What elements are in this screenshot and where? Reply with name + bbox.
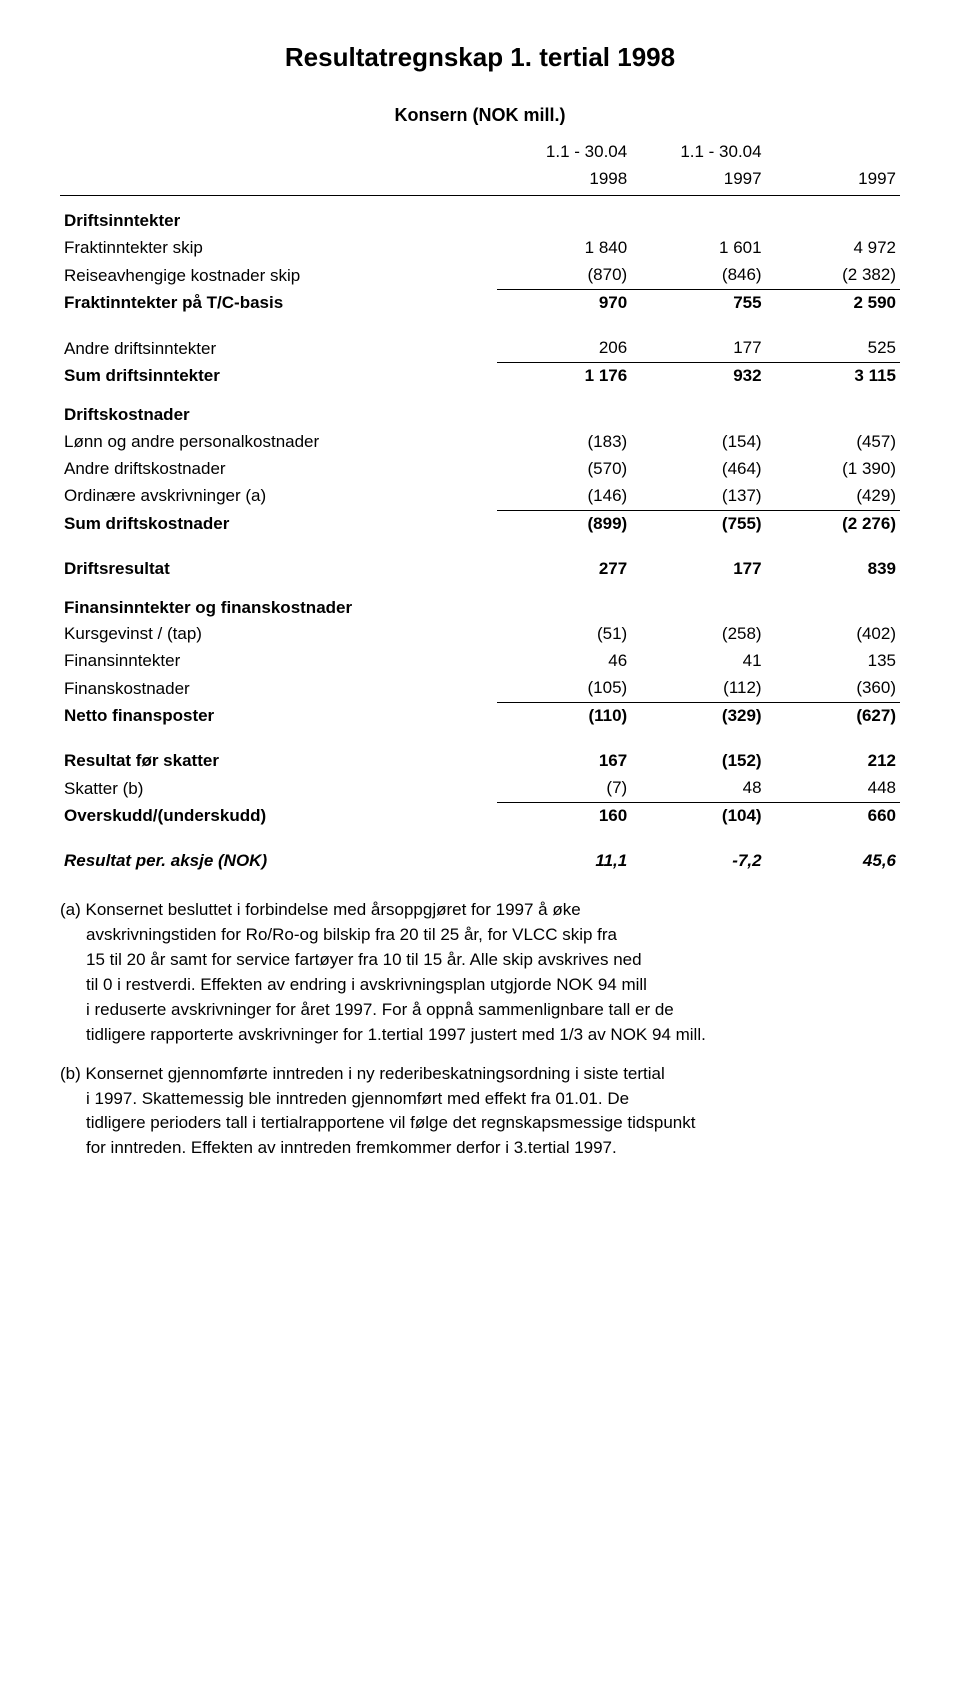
- note-line: tidligere rapporterte avskrivninger for …: [60, 1024, 900, 1047]
- row-lonn: Lønn og andre personalkostnader (183) (1…: [60, 429, 900, 456]
- footnote-b: (b) Konsernet gjennomførte inntreden i n…: [60, 1063, 900, 1161]
- row-andre-driftskostnader: Andre driftskostnader (570) (464) (1 390…: [60, 456, 900, 483]
- row-fraktinntekter-tc: Fraktinntekter på T/C-basis 970 755 2 59…: [60, 290, 900, 317]
- page-subtitle: Konsern (NOK mill.): [60, 103, 900, 127]
- period-col2: 1.1 - 30.04: [631, 135, 765, 166]
- note-line: til 0 i restverdi. Effekten av endring i…: [60, 974, 900, 997]
- year-col3: 1997: [766, 166, 900, 195]
- year-col2: 1997: [631, 166, 765, 195]
- row-andre-driftsinntekter: Andre driftsinntekter 206 177 525: [60, 335, 900, 362]
- note-line: i 1997. Skattemessig ble inntreden gjenn…: [60, 1088, 900, 1111]
- year-row: 1998 1997 1997: [60, 166, 900, 195]
- section-driftsinntekter: Driftsinntekter: [60, 196, 900, 235]
- note-line: 15 til 20 år samt for service fartøyer f…: [60, 949, 900, 972]
- row-resultat-per-aksje: Resultat per. aksje (NOK) 11,1 -7,2 45,6: [60, 848, 900, 875]
- row-driftsresultat: Driftsresultat 277 177 839: [60, 556, 900, 583]
- period-row: 1.1 - 30.04 1.1 - 30.04: [60, 135, 900, 166]
- note-line: avskrivningstiden for Ro/Ro-og bilskip f…: [60, 924, 900, 947]
- section-driftskostnader: Driftskostnader: [60, 390, 900, 429]
- note-line: (a) Konsernet besluttet i forbindelse me…: [60, 899, 900, 922]
- row-ordinare-avskr: Ordinære avskrivninger (a) (146) (137) (…: [60, 483, 900, 510]
- income-statement-table: 1.1 - 30.04 1.1 - 30.04 1998 1997 1997 D…: [60, 135, 900, 875]
- period-col1: 1.1 - 30.04: [497, 135, 631, 166]
- row-sum-driftsinntekter: Sum driftsinntekter 1 176 932 3 115: [60, 362, 900, 389]
- note-line: i reduserte avskrivninger for året 1997.…: [60, 999, 900, 1022]
- row-sum-driftskostnader: Sum driftskostnader (899) (755) (2 276): [60, 510, 900, 537]
- section-finans: Finansinntekter og finanskostnader: [60, 583, 900, 622]
- row-resultat-for-skatter: Resultat før skatter 167 (152) 212: [60, 748, 900, 775]
- note-line: (b) Konsernet gjennomførte inntreden i n…: [60, 1063, 900, 1086]
- footnote-a: (a) Konsernet besluttet i forbindelse me…: [60, 899, 900, 1047]
- note-line: for inntreden. Effekten av inntreden fre…: [60, 1137, 900, 1160]
- row-overskudd: Overskudd/(underskudd) 160 (104) 660: [60, 803, 900, 830]
- row-finanskostnader: Finanskostnader (105) (112) (360): [60, 675, 900, 702]
- row-skatter: Skatter (b) (7) 48 448: [60, 775, 900, 802]
- row-reiseavhengige: Reiseavhengige kostnader skip (870) (846…: [60, 262, 900, 289]
- page-title: Resultatregnskap 1. tertial 1998: [60, 40, 900, 75]
- year-col1: 1998: [497, 166, 631, 195]
- row-kursgevinst: Kursgevinst / (tap) (51) (258) (402): [60, 621, 900, 648]
- row-finansinntekter: Finansinntekter 46 41 135: [60, 648, 900, 675]
- row-fraktinntekter-skip: Fraktinntekter skip 1 840 1 601 4 972: [60, 235, 900, 262]
- note-line: tidligere perioders tall i tertialrappor…: [60, 1112, 900, 1135]
- period-col3: [766, 135, 900, 166]
- footnotes: (a) Konsernet besluttet i forbindelse me…: [60, 899, 900, 1160]
- row-netto-finansposter: Netto finansposter (110) (329) (627): [60, 703, 900, 730]
